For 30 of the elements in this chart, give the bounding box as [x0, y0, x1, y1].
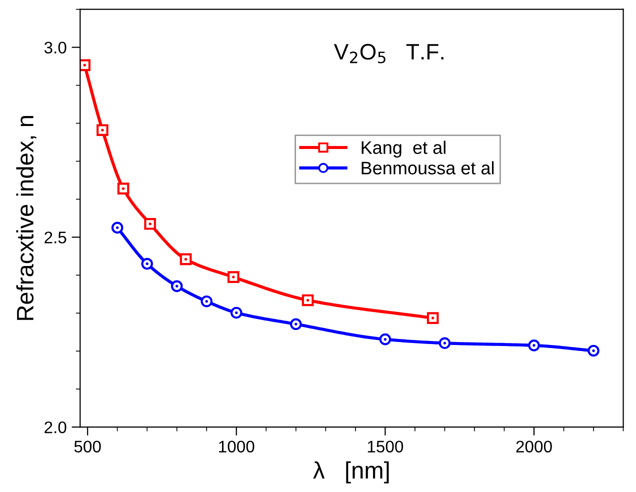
x-tick-label: 1500: [368, 440, 404, 452]
y-tick-label: 2.5: [44, 232, 66, 244]
x-tick-label: 1000: [219, 440, 254, 452]
point: [379, 333, 392, 346]
point: [111, 222, 124, 234]
legend-label: Kang et al: [362, 140, 446, 158]
point: [96, 124, 108, 136]
point: [144, 218, 156, 230]
text: V$_{2}$O$_{5}$ T.F.: [334, 44, 444, 64]
point: [588, 344, 600, 357]
y-tick-label: 3.0: [44, 42, 66, 54]
point: [170, 280, 183, 292]
point: [180, 253, 192, 266]
point: [290, 318, 302, 330]
y-tick-label: 2.0: [44, 421, 66, 434]
point: [117, 182, 130, 194]
y-axis-title: Refracxtive index, n: [16, 116, 36, 320]
point: [302, 294, 314, 306]
legend-label: Benmoussa et al: [362, 161, 494, 174]
point: [426, 312, 439, 324]
point: [438, 337, 451, 350]
point: [141, 258, 154, 270]
point: [528, 340, 540, 352]
x-tick-label: 500: [74, 440, 101, 452]
point: [200, 295, 213, 308]
point: [80, 59, 91, 72]
point: [230, 306, 242, 319]
x-tick-label: 2000: [516, 440, 552, 452]
x-axis-title: λ [nm]: [313, 461, 389, 484]
point: [228, 271, 240, 283]
